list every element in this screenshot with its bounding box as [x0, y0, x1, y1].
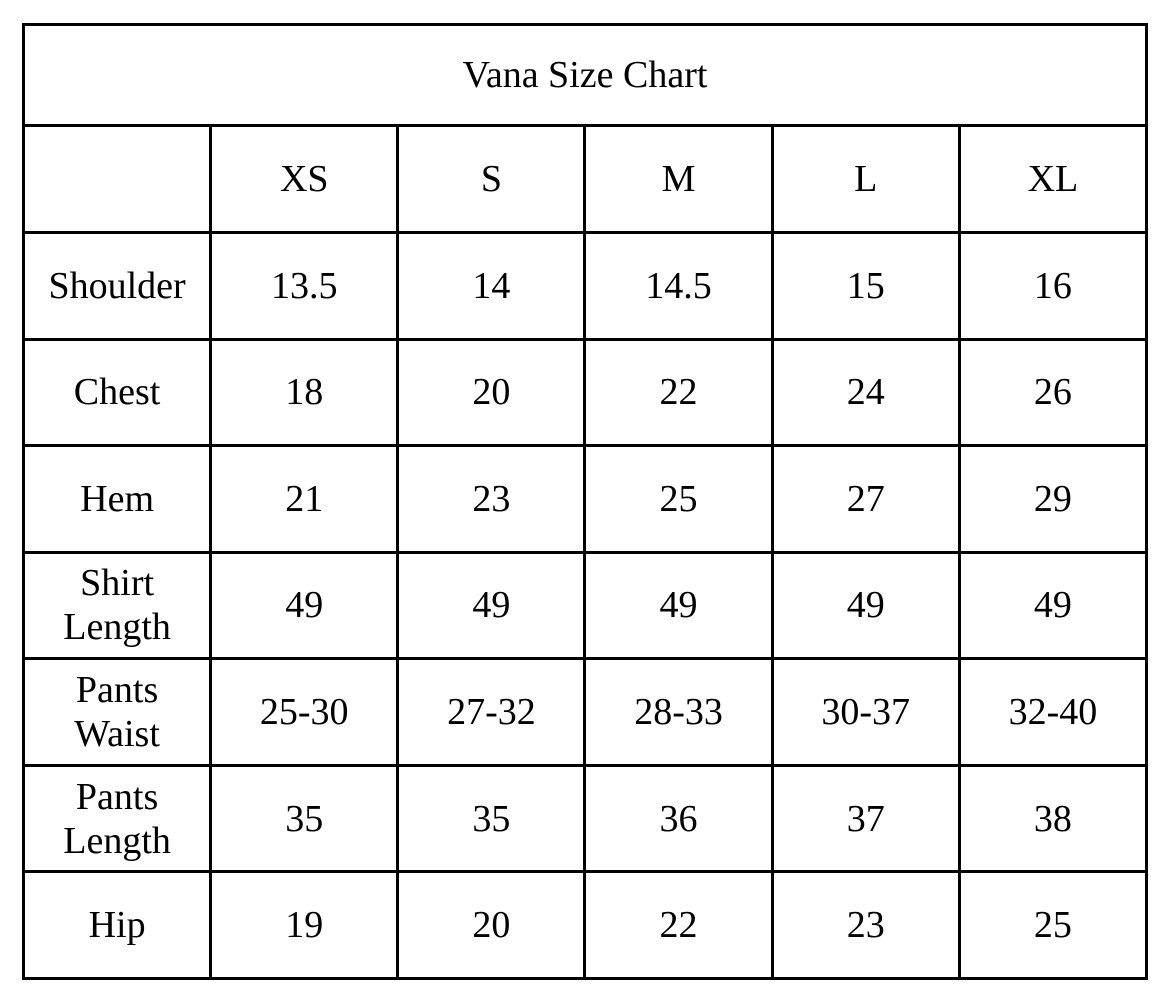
table-title: Vana Size Chart: [22, 22, 1148, 128]
size-value-cell: 38: [957, 763, 1149, 874]
table-row-pants-length: Pants Length 35 35 36 37 38: [21, 763, 1149, 874]
size-value-cell: 21: [209, 444, 400, 554]
row-label-pants-length: Pants Length: [21, 763, 213, 874]
size-chart-table: Vana Size Chart XS S M L XL Shoulder 13.…: [21, 22, 1149, 980]
size-value-cell: 26: [957, 337, 1149, 448]
size-value-cell: 23: [396, 444, 587, 554]
size-value-cell: 22: [583, 337, 774, 448]
col-header-m: M: [583, 124, 774, 234]
size-value-cell: 28-33: [583, 657, 774, 767]
table-row-pants-waist: Pants Waist 25-30 27-32 28-33 30-37 32-4…: [21, 657, 1149, 767]
row-label-shirt-length: Shirt Length: [21, 550, 213, 661]
size-value-cell: 14.5: [583, 231, 774, 341]
size-value-cell: 49: [209, 550, 400, 661]
size-value-cell: 19: [209, 870, 400, 980]
size-value-cell: 49: [957, 550, 1149, 661]
size-value-cell: 49: [770, 550, 961, 661]
col-header-xs: XS: [209, 124, 400, 234]
col-header-l: L: [770, 124, 961, 234]
size-value-cell: 30-37: [770, 657, 961, 767]
size-value-cell: 16: [957, 231, 1149, 341]
row-label-hip: Hip: [21, 870, 213, 980]
row-label-chest: Chest: [21, 337, 213, 448]
col-header-s: S: [396, 124, 587, 234]
size-header-row: XS S M L XL: [21, 124, 1149, 234]
table-row-shirt-length: Shirt Length 49 49 49 49 49: [21, 550, 1149, 661]
size-value-cell: 25: [583, 444, 774, 554]
size-value-cell: 20: [396, 337, 587, 448]
size-value-cell: 27-32: [396, 657, 587, 767]
size-value-cell: 36: [583, 763, 774, 874]
size-value-cell: 24: [770, 337, 961, 448]
size-value-cell: 35: [396, 763, 587, 874]
size-value-cell: 29: [957, 444, 1149, 554]
table-row-shoulder: Shoulder 13.5 14 14.5 15 16: [21, 231, 1149, 341]
size-value-cell: 27: [770, 444, 961, 554]
col-header-xl: XL: [957, 124, 1149, 234]
size-value-cell: 32-40: [957, 657, 1149, 767]
size-value-cell: 22: [583, 870, 774, 980]
size-value-cell: 23: [770, 870, 961, 980]
size-value-cell: 25-30: [209, 657, 400, 767]
size-value-cell: 25: [957, 870, 1149, 980]
size-value-cell: 20: [396, 870, 587, 980]
corner-cell: [21, 124, 213, 234]
row-label-hem: Hem: [21, 444, 213, 554]
size-value-cell: 37: [770, 763, 961, 874]
size-value-cell: 49: [583, 550, 774, 661]
size-value-cell: 35: [209, 763, 400, 874]
size-value-cell: 13.5: [209, 231, 400, 341]
row-label-pants-waist: Pants Waist: [21, 657, 213, 767]
size-value-cell: 49: [396, 550, 587, 661]
table-row-chest: Chest 18 20 22 24 26: [21, 337, 1149, 448]
table-row-hip: Hip 19 20 22 23 25: [21, 870, 1149, 980]
row-label-shoulder: Shoulder: [21, 231, 213, 341]
size-value-cell: 18: [209, 337, 400, 448]
table-row-hem: Hem 21 23 25 27 29: [21, 444, 1149, 554]
title-row: Vana Size Chart: [22, 22, 1148, 128]
size-value-cell: 15: [770, 231, 961, 341]
size-value-cell: 14: [396, 231, 587, 341]
